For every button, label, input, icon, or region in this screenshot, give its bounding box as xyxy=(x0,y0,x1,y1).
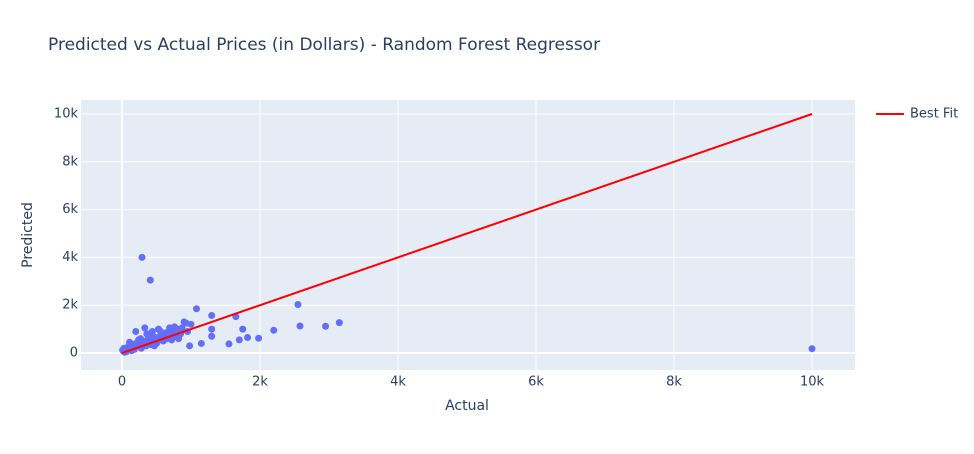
scatter-point xyxy=(150,342,158,350)
scatter-point xyxy=(239,325,247,333)
scatter-point xyxy=(197,339,205,347)
x-tick-label: 8k xyxy=(666,375,682,390)
x-tick-label: 6k xyxy=(528,375,544,390)
scatter-point xyxy=(141,324,149,332)
scatter-point xyxy=(182,319,190,327)
legend-label: Best Fit xyxy=(910,107,958,122)
scatter-point xyxy=(193,305,201,313)
scatter-point xyxy=(208,332,216,340)
x-tick-label: 10k xyxy=(800,375,825,390)
scatter-point xyxy=(296,322,304,330)
scatter-point xyxy=(208,311,216,319)
scatter-point xyxy=(132,327,140,335)
scatter-point xyxy=(143,330,151,338)
scatter-point xyxy=(255,334,263,342)
scatter-point xyxy=(225,340,233,348)
scatter-point xyxy=(148,327,156,335)
scatter-point xyxy=(270,326,278,334)
best-fit-line xyxy=(121,113,813,354)
y-tick-label: 10k xyxy=(54,107,79,122)
y-tick-label: 2k xyxy=(62,298,78,313)
y-tick-label: 8k xyxy=(62,154,78,169)
scatter-point xyxy=(166,324,174,332)
scatter-point xyxy=(178,324,186,332)
x-axis-title: Actual xyxy=(445,398,489,414)
chart-title: Predicted vs Actual Prices (in Dollars) … xyxy=(48,35,600,55)
y-tick-label: 6k xyxy=(62,202,78,217)
y-axis-title: Predicted xyxy=(20,202,36,268)
scatter-point xyxy=(808,345,816,353)
scatter-point xyxy=(157,327,165,335)
plot-area xyxy=(81,100,855,370)
scatter-point xyxy=(137,335,145,343)
y-tick-label: 0 xyxy=(70,346,78,361)
scatter-point xyxy=(235,336,243,344)
scatter-point xyxy=(186,342,194,350)
scatter-point xyxy=(175,335,183,343)
scatter-point xyxy=(294,300,302,308)
y-tick-label: 4k xyxy=(62,250,78,265)
scatter-point xyxy=(322,322,330,330)
scatter-point xyxy=(138,253,146,261)
scatter-point xyxy=(208,325,216,333)
x-tick-label: 4k xyxy=(390,375,406,390)
scatter-point xyxy=(146,276,154,284)
x-tick-label: 0 xyxy=(118,375,126,390)
scatter-point xyxy=(335,319,343,327)
x-tick-label: 2k xyxy=(252,375,268,390)
scatter-point xyxy=(244,333,252,341)
